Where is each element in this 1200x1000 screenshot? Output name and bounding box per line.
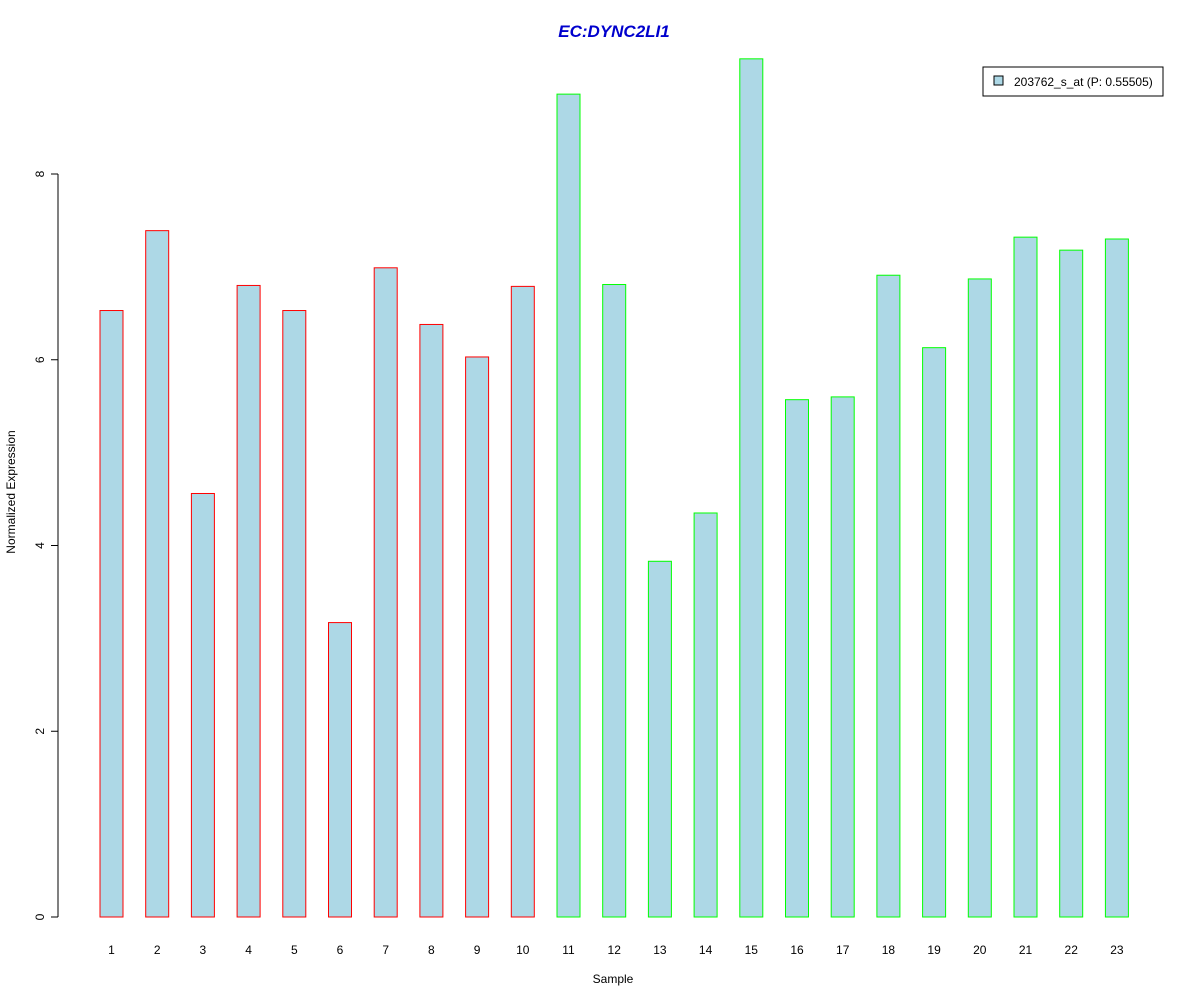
bar-sample-16 bbox=[785, 399, 809, 918]
bar-sample-3 bbox=[190, 492, 215, 918]
bar-sample-13 bbox=[647, 560, 672, 918]
bar-sample-6 bbox=[328, 622, 352, 918]
y-axis: 0 2 4 6 8 bbox=[33, 170, 59, 920]
chart-title: EC:DYNC2LI1 bbox=[558, 22, 669, 41]
bar-series bbox=[99, 58, 1129, 918]
x-tick-label: 14 bbox=[699, 943, 713, 957]
legend-entry: 203762_s_at (P: 0.55505) bbox=[1014, 75, 1153, 89]
x-tick-label: 2 bbox=[154, 943, 161, 957]
bar-sample-10 bbox=[510, 285, 535, 918]
y-tick-label: 6 bbox=[33, 356, 47, 363]
x-tick-label: 9 bbox=[474, 943, 481, 957]
x-tick-label: 12 bbox=[608, 943, 622, 957]
bar-sample-21 bbox=[1013, 236, 1038, 918]
x-axis-label: Sample bbox=[593, 972, 634, 986]
x-tick-label: 22 bbox=[1065, 943, 1079, 957]
x-tick-label: 1 bbox=[108, 943, 115, 957]
x-tick-label: 18 bbox=[882, 943, 896, 957]
x-tick-label: 6 bbox=[337, 943, 344, 957]
x-tick-label: 23 bbox=[1110, 943, 1124, 957]
x-tick-label: 11 bbox=[562, 943, 575, 957]
bar-sample-1 bbox=[99, 310, 124, 918]
y-tick-label: 4 bbox=[33, 542, 47, 549]
x-tick-label: 20 bbox=[973, 943, 987, 957]
bar-sample-8 bbox=[419, 323, 444, 918]
x-tick-label: 4 bbox=[245, 943, 252, 957]
x-tick-label: 10 bbox=[516, 943, 530, 957]
bar-sample-22 bbox=[1059, 249, 1084, 918]
bar-sample-17 bbox=[830, 396, 855, 918]
x-tick-label: 15 bbox=[745, 943, 759, 957]
legend-swatch bbox=[993, 75, 1004, 86]
x-tick-label: 5 bbox=[291, 943, 298, 957]
bar-sample-23 bbox=[1104, 238, 1129, 918]
y-tick-label: 8 bbox=[33, 170, 47, 177]
x-tick-label: 19 bbox=[927, 943, 941, 957]
bar-sample-19 bbox=[922, 347, 947, 918]
x-tick-label: 21 bbox=[1019, 943, 1033, 957]
bar-sample-4 bbox=[236, 284, 261, 918]
bar-sample-20 bbox=[967, 278, 992, 918]
x-tick-label: 3 bbox=[200, 943, 207, 957]
bar-sample-7 bbox=[373, 267, 398, 918]
bar-sample-9 bbox=[465, 356, 490, 918]
x-tick-label: 13 bbox=[653, 943, 667, 957]
x-tick-label: 7 bbox=[382, 943, 389, 957]
bar-sample-15 bbox=[739, 58, 764, 918]
y-tick-label: 0 bbox=[33, 913, 47, 920]
y-tick-label: 2 bbox=[33, 728, 47, 735]
legend: 203762_s_at (P: 0.55505) bbox=[982, 66, 1164, 97]
x-tick-label: 16 bbox=[790, 943, 804, 957]
legend-box bbox=[982, 66, 1164, 97]
bar-sample-11 bbox=[556, 93, 581, 918]
bar-sample-18 bbox=[876, 274, 901, 918]
x-tick-labels: 1 2 3 4 5 6 7 8 9 10 11 12 13 14 15 16 17 18 19 20 21 22 23 bbox=[108, 943, 1124, 957]
bar-sample-5 bbox=[282, 310, 307, 918]
bar-sample-12 bbox=[602, 284, 627, 918]
x-tick-label: 17 bbox=[836, 943, 850, 957]
x-tick-label: 8 bbox=[428, 943, 435, 957]
y-axis-label: Normalized Expression bbox=[4, 430, 18, 553]
bar-sample-2 bbox=[145, 230, 170, 918]
bar-sample-14 bbox=[693, 512, 718, 918]
